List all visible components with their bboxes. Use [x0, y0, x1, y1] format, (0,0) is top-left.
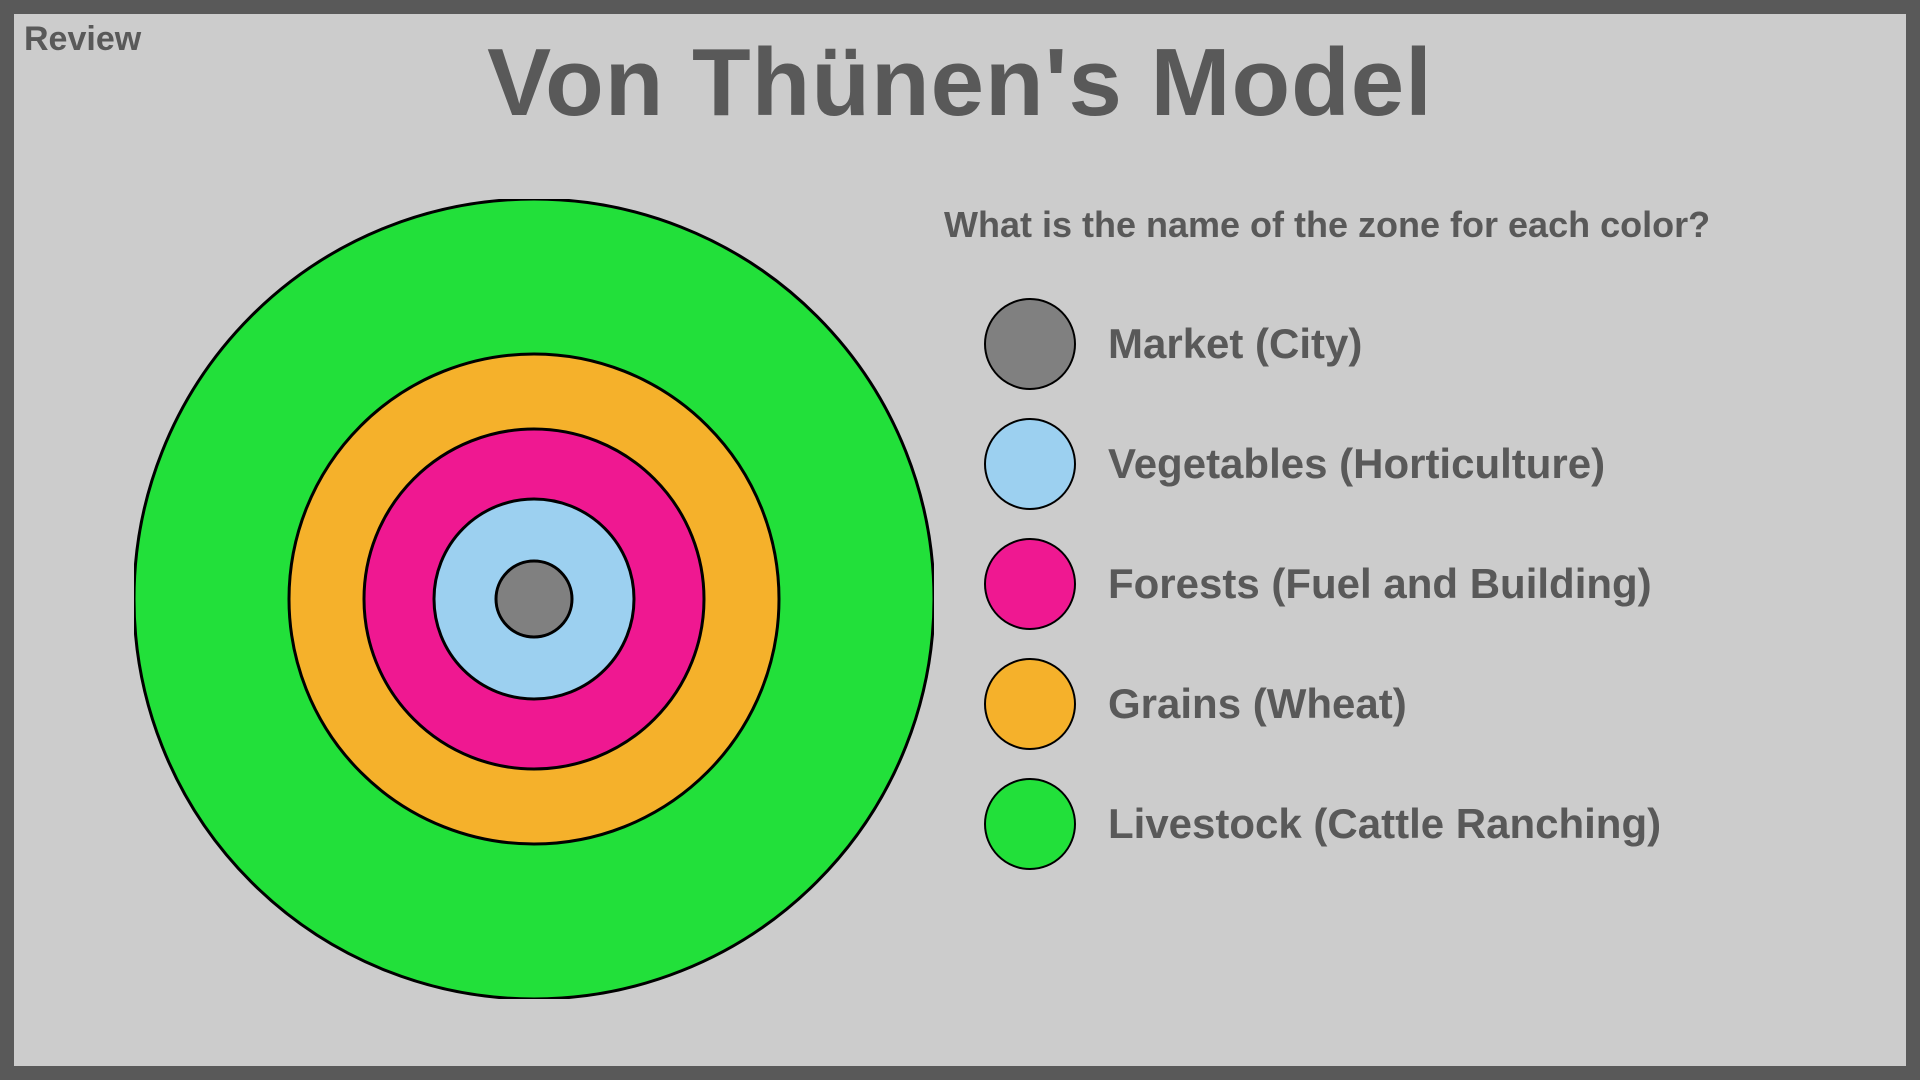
concentric-rings-diagram: [134, 199, 934, 999]
legend-label: Livestock (Cattle Ranching): [1108, 800, 1661, 848]
legend-item-vegetables: Vegetables (Horticulture): [984, 404, 1661, 524]
legend-item-grains: Grains (Wheat): [984, 644, 1661, 764]
legend: Market (City) Vegetables (Horticulture) …: [984, 284, 1661, 884]
legend-label: Market (City): [1108, 320, 1362, 368]
swatch-forests: [984, 538, 1076, 630]
legend-label: Forests (Fuel and Building): [1108, 560, 1652, 608]
swatch-grains: [984, 658, 1076, 750]
question-text: What is the name of the zone for each co…: [944, 204, 1710, 246]
legend-label: Vegetables (Horticulture): [1108, 440, 1605, 488]
legend-item-livestock: Livestock (Cattle Ranching): [984, 764, 1661, 884]
slide-panel: Review Von Thünen's Model What is the na…: [14, 14, 1906, 1066]
legend-item-forests: Forests (Fuel and Building): [984, 524, 1661, 644]
legend-item-market: Market (City): [984, 284, 1661, 404]
swatch-market: [984, 298, 1076, 390]
ring-market: [496, 561, 572, 637]
page-title: Von Thünen's Model: [14, 28, 1906, 138]
swatch-livestock: [984, 778, 1076, 870]
legend-label: Grains (Wheat): [1108, 680, 1407, 728]
slide-frame: Review Von Thünen's Model What is the na…: [0, 0, 1920, 1080]
swatch-vegetables: [984, 418, 1076, 510]
